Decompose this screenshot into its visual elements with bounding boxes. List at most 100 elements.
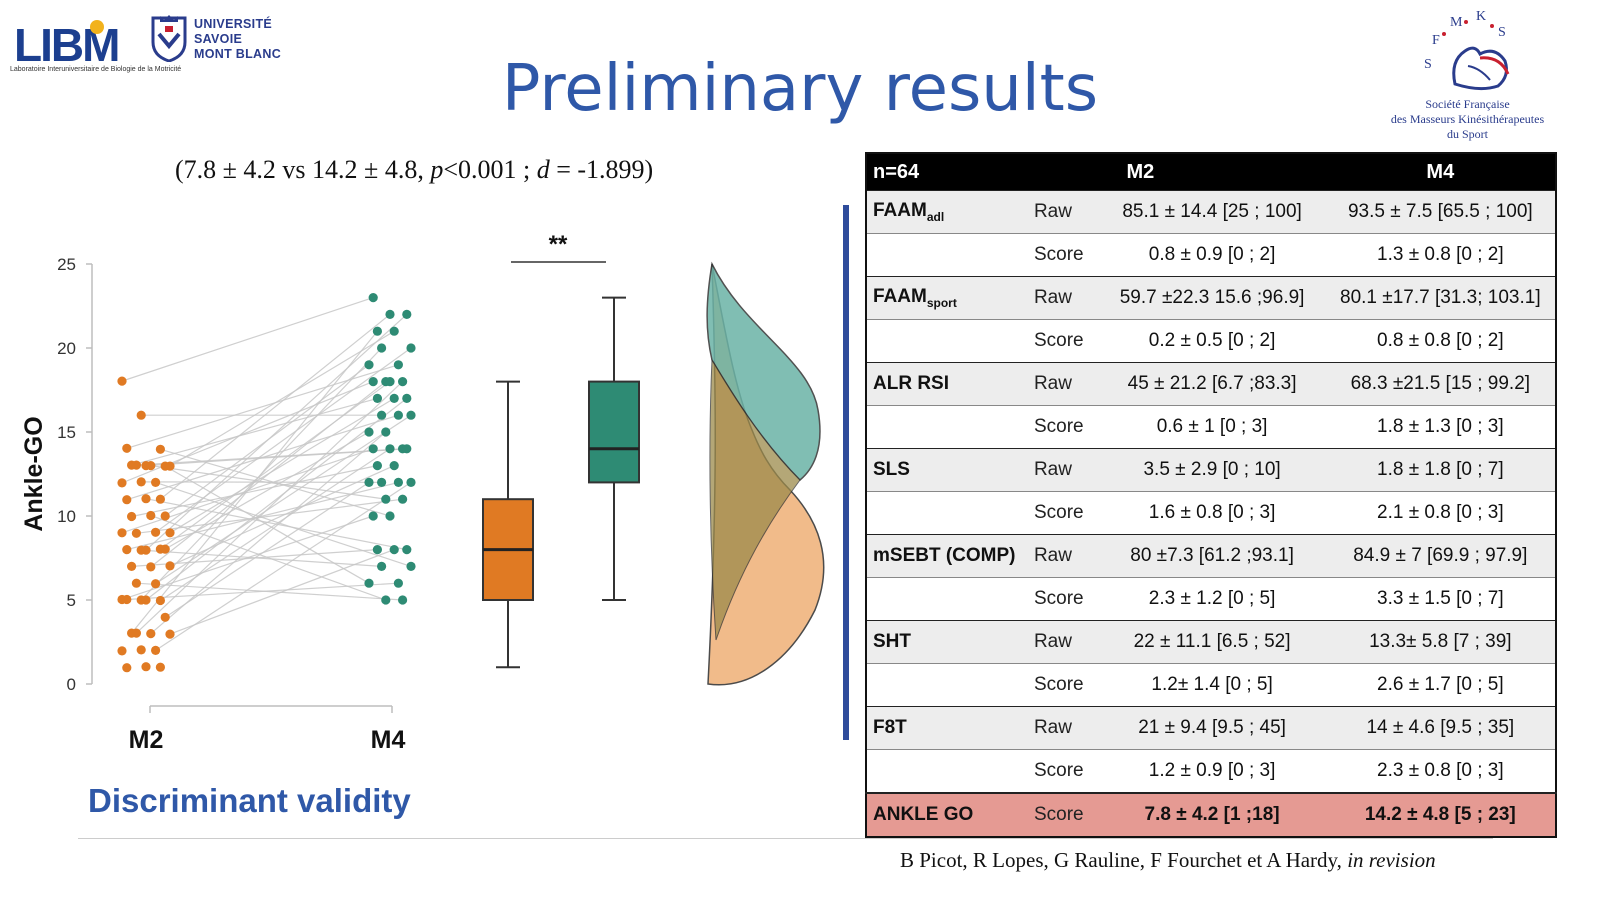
table-row: Score 1.2 ± 0.9 [0 ; 3] 2.3 ± 0.8 [0 ; 3] [866,749,1556,793]
table-cell-type: Score [1027,233,1099,277]
point-m4 [377,343,387,353]
point-m2 [127,561,137,571]
usmb-logo: UNIVERSITÉ SAVOIE MONT BLANC [150,14,320,66]
box-m4 [588,380,640,484]
footer-divider [78,838,1493,839]
table-cell-type: Raw [1027,362,1099,406]
point-m2 [155,662,165,672]
table-row: Score 2.3 ± 1.2 [0 ; 5] 3.3 ± 1.5 [0 ; 7] [866,577,1556,621]
table-row: FAAMadl Raw 85.1 ± 14.4 [25 ; 100] 93.5 ± 7… [866,190,1556,234]
point-m4 [377,561,387,571]
table-cell-m4: 14.2 ± 4.8 [5 ; 23] [1325,792,1556,837]
paired-line [164,431,370,550]
point-m4 [406,410,416,420]
table-row: F8T Raw 21 ± 9.4 [9.5 ; 45] 14 ± 4.6 [9.5 ;… [866,706,1556,750]
point-m2 [151,645,161,655]
point-m2 [117,646,127,656]
violin-plot [706,261,825,686]
paired-line [169,330,395,467]
table-cell-m4: 80.1 ±17.7 [31.3; 103.1] [1325,276,1556,320]
point-m4 [393,410,403,420]
paired-line [164,481,370,618]
page-title: Preliminary results [501,52,1099,126]
point-m4 [398,377,408,387]
table-row: FAAMsport Raw 59.7 ±22.3 15.6 ;96.9] 80.1 ±… [866,276,1556,320]
point-m4 [381,595,391,605]
table-cell-measure: FAAMsport [866,276,1028,320]
table-cell-measure: mSEBT (COMP) [866,534,1028,578]
paired-line [150,514,387,601]
libm-logo: LIBM Laboratoire Interuniversitaire de B… [8,10,181,73]
table-cell-measure: SLS [866,448,1028,492]
y-tick-label: 0 [67,675,76,694]
point-m2 [155,494,165,504]
point-m4 [372,545,382,555]
measure-label: FAAM [873,286,927,308]
measure-label: mSEBT (COMP) [873,545,1016,566]
point-m2 [136,477,146,487]
paired-line [126,582,399,601]
y-tick-label: 15 [57,423,76,442]
table-cell-type: Raw [1027,190,1099,234]
paired-line [160,381,391,550]
table-row: Score 1.6 ± 0.8 [0 ; 3] 2.1 ± 0.8 [0 ; 3] [866,491,1556,535]
table-cell-m2: 80 ±7.3 [61.2 ;93.1] [1098,534,1326,578]
table-cell-measure [866,577,1028,621]
paired-line [121,297,374,382]
paired-line [155,347,412,533]
point-m4 [364,477,374,487]
sfmks-letter-s2: S [1498,25,1506,40]
table-cell-m2: 0.8 ± 0.9 [0 ; 2] [1098,233,1326,277]
point-m4 [406,343,416,353]
y-axis-label: Ankle-GO [20,416,48,531]
discriminant-validity-label: Discriminant validity [88,782,411,819]
point-m4 [372,461,382,471]
paired-line [150,381,387,568]
point-m2 [146,510,156,521]
table-cell-measure: ANKLE GO [866,792,1028,837]
citation-authors: B Picot, R Lopes, G Rauline, F Fourchet … [900,848,1348,872]
table-cell-m2: 1.6 ± 0.8 [0 ; 3] [1098,491,1326,535]
data-points [117,293,416,673]
point-m4 [368,511,378,521]
point-m2 [146,562,156,572]
table-cell-measure: SHT [866,620,1028,664]
table-cell-m4: 1.3 ± 0.8 [0 ; 2] [1325,233,1556,277]
stats-p-value: <0.001 ; [443,155,537,184]
table-cell-type: Score [1027,319,1099,363]
paired-line [131,397,378,466]
table-cell-m2: 45 ± 21.2 [6.7 ;83.3] [1098,362,1326,406]
violin-overlap [709,358,801,641]
ankle-go-chart: 0 5 10 15 20 25 Ankle-GO M2 M4 ** [20,231,825,754]
paired-line [141,549,382,567]
sfmks-letter-m: M [1450,15,1463,30]
stats-d-symbol: d [536,155,550,184]
point-m4 [385,444,395,454]
point-m4 [364,427,374,437]
point-m2 [155,595,165,606]
table-row: Score 1.2± 1.4 [0 ; 5] 2.6 ± 1.7 [0 ; 5] [866,663,1556,707]
point-m2 [122,495,132,505]
paired-line [150,431,387,635]
point-m4 [377,477,387,487]
table-cell-m4: 0.8 ± 0.8 [0 ; 2] [1325,319,1556,363]
table-cell-m2: 59.7 ±22.3 15.6 ;96.9] [1098,276,1326,320]
table-row: SLS Raw 3.5 ± 2.9 [0 ; 10] 1.8 ± 1.8 [0 ; 7… [866,448,1556,492]
point-m4 [393,578,403,588]
point-m4 [402,545,412,555]
table-cell-measure [866,405,1028,449]
point-m4 [398,595,408,605]
paired-line [141,481,382,483]
point-m4 [364,578,374,588]
point-m2 [160,544,170,554]
table-header-m2: M2 [1098,153,1326,191]
point-m2 [146,461,156,471]
point-m4 [406,477,416,487]
point-m2 [141,662,151,672]
point-m4 [406,561,416,571]
usmb-line-2: SAVOIE [194,32,243,46]
table-cell-measure [866,319,1028,363]
table-cell-m4: 68.3 ±21.5 [15 ; 99.2] [1325,362,1556,406]
table-cell-m4: 14 ± 4.6 [9.5 ; 35] [1325,706,1556,750]
table-cell-type: Score [1027,663,1099,707]
